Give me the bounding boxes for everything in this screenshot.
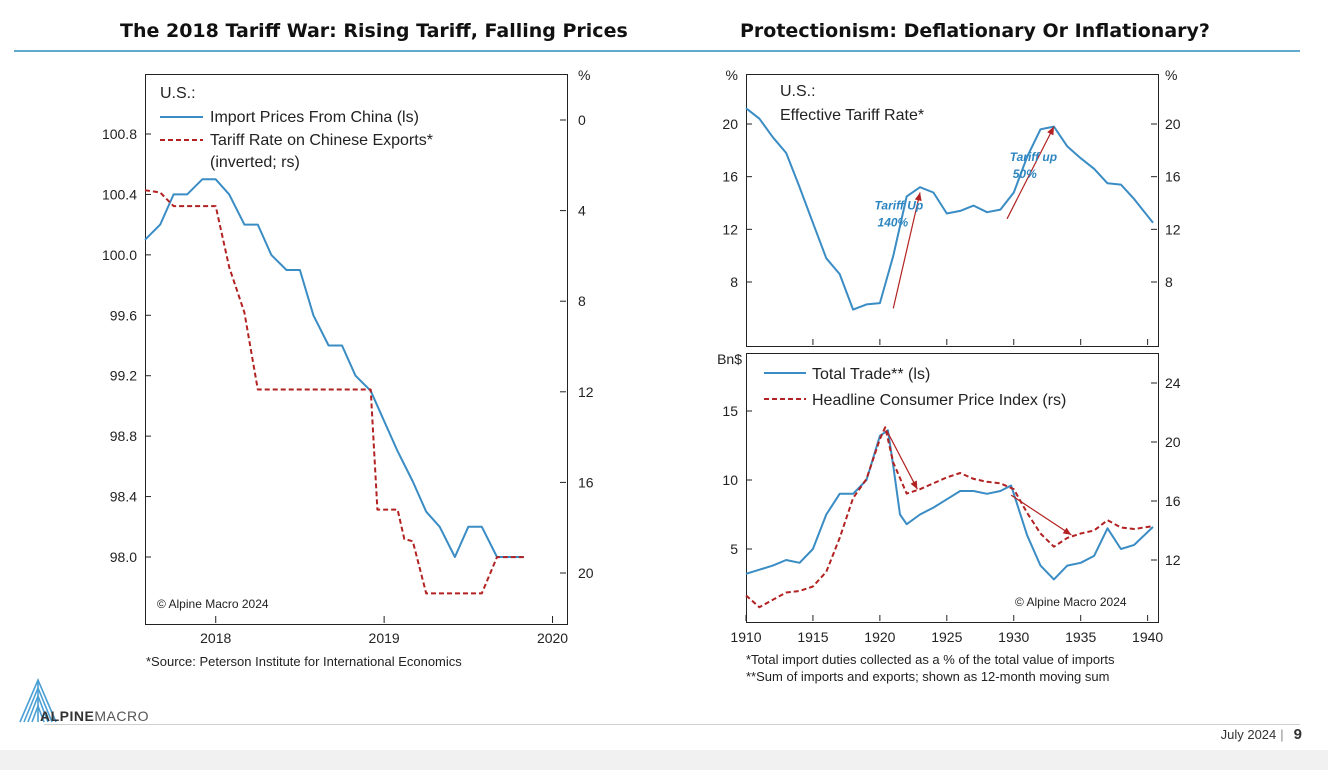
left-y-tick-label: 98.8 — [110, 428, 137, 444]
rt-y-tick-label: 8 — [730, 274, 738, 290]
left-source-note: *Source: Peterson Institute for Internat… — [146, 654, 462, 669]
left-y-tick-label: 98.4 — [110, 489, 137, 505]
rt-y2-unit: % — [1165, 67, 1177, 83]
right-note-trade: **Sum of imports and exports; shown as 1… — [746, 669, 1110, 684]
left-y-tick-label: 99.6 — [110, 307, 137, 323]
tariff-arrow-head — [1047, 126, 1054, 136]
right-top-chart: 8 8 12 12 16 16 20 20% % Tariff Up 140% Tariff up 50… — [722, 67, 1181, 345]
left-y2-tick-label: 20 — [578, 565, 594, 581]
rb-y-tick-label: 10 — [722, 472, 738, 488]
logo-brand-suffix: MACRO — [94, 708, 149, 724]
footer-rule — [44, 724, 1300, 725]
right-bottom-chart-panel — [746, 353, 1159, 623]
import-prices-line — [144, 178, 524, 558]
rt-y2-tick-label: 8 — [1165, 274, 1173, 290]
legend-tariff-rate-note: (inverted; rs) — [210, 154, 300, 171]
rb-y2-tick-label: 20 — [1165, 434, 1181, 450]
tariff-rate-line — [144, 189, 524, 595]
rb-y2-tick-label: 24 — [1165, 375, 1181, 391]
left-y2-tick-label: 4 — [578, 203, 586, 219]
rb-x-tick-label: 1915 — [797, 629, 828, 645]
trend-arrow-head — [1062, 527, 1072, 535]
rt-y-tick-label: 20 — [722, 116, 738, 132]
tariff-annotation-pct: 140% — [878, 216, 909, 230]
left-y-tick-label: 100.8 — [102, 126, 137, 142]
cpi-line — [745, 426, 1154, 609]
alpine-macro-logo-icon — [19, 677, 57, 723]
logo-brand: ALPINE — [40, 708, 95, 724]
tariff-arrow — [1006, 126, 1055, 220]
rb-x-tick-label: 1910 — [730, 629, 761, 645]
right-top-chart-panel — [746, 74, 1159, 347]
left-copyright: © Alpine Macro 2024 — [157, 597, 269, 611]
rt-y-tick-label: 12 — [722, 221, 738, 237]
tariff-arrow — [892, 192, 921, 309]
total-trade-line — [745, 429, 1154, 581]
left-y-tick-label: 99.2 — [110, 368, 137, 384]
alpine-macro-wordmark: ALPINEMACRO — [40, 708, 149, 724]
rb-y-tick-label: 15 — [722, 403, 738, 419]
rb-y-unit: Bn$ — [717, 351, 742, 367]
rb-x-tick-label: 1935 — [1065, 629, 1096, 645]
right-bottom-chart: 5 10 15 12 16 20 24 Bn$ 1910 1915 1920 1925 1930 1935… — [717, 351, 1181, 645]
rb-y2-tick-label: 16 — [1165, 493, 1181, 509]
left-y2-unit: % — [578, 67, 590, 83]
footer-date: July 2024 — [1220, 727, 1277, 742]
rt-y2-tick-label: 12 — [1165, 221, 1181, 237]
page-number: 9 — [1293, 726, 1302, 743]
legend-total-trade: Total Trade** (ls) — [812, 366, 930, 383]
rt-y2-tick-label: 16 — [1165, 169, 1181, 185]
footer-separator: | — [1280, 727, 1284, 742]
footer: July 2024 | 9 — [1221, 726, 1302, 743]
effective-tariff-line — [745, 107, 1154, 311]
left-y2-tick-label: 12 — [578, 384, 594, 400]
rb-x-tick-label: 1920 — [864, 629, 895, 645]
left-country-label: U.S.: — [160, 85, 196, 102]
rt-y-tick-label: 16 — [722, 169, 738, 185]
legend-import-prices: Import Prices From China (ls) — [210, 109, 419, 126]
right-note-tariff: *Total import duties collected as a % of… — [746, 652, 1115, 667]
left-y-tick-label: 100.0 — [102, 247, 137, 263]
rt-y-unit: % — [726, 67, 738, 83]
rb-x-tick-label: 1925 — [931, 629, 962, 645]
left-x-tick-label: 2018 — [200, 630, 231, 646]
rb-copyright: © Alpine Macro 2024 — [1015, 595, 1127, 609]
left-y-tick-label: 100.4 — [102, 186, 137, 202]
tariff-annotation-pct: 50% — [1013, 167, 1037, 181]
left-chart: 98.0 98.4 98.8 99.2 99.6 100.0 100.4 100.8 0 4 8 12… — [102, 67, 594, 646]
left-x-tick-label: 2020 — [537, 630, 568, 646]
rt-country-label: U.S.: — [780, 83, 816, 100]
trend-arrow — [886, 429, 918, 490]
left-y2-tick-label: 8 — [578, 293, 586, 309]
rb-y-tick-label: 5 — [730, 541, 738, 557]
legend-cpi: Headline Consumer Price Index (rs) — [812, 392, 1066, 409]
left-y2-tick-label: 0 — [578, 112, 586, 128]
left-x-tick-label: 2019 — [369, 630, 400, 646]
trend-arrow — [1010, 494, 1072, 536]
left-y-tick-label: 98.0 — [110, 549, 137, 565]
rb-x-tick-label: 1940 — [1132, 629, 1163, 645]
left-chart-title: The 2018 Tariff War: Rising Tariff, Fall… — [120, 20, 628, 42]
right-chart-title: Protectionism: Deflationary Or Inflation… — [740, 20, 1210, 42]
tariff-arrow-head — [914, 192, 922, 202]
left-y2-tick-label: 16 — [578, 474, 594, 490]
left-chart-panel — [145, 74, 568, 625]
rt-y2-tick-label: 20 — [1165, 116, 1181, 132]
rb-x-tick-label: 1930 — [998, 629, 1029, 645]
rt-series-label: Effective Tariff Rate* — [780, 107, 924, 124]
rb-y2-tick-label: 12 — [1165, 552, 1181, 568]
tariff-annotation: Tariff Up — [875, 199, 924, 213]
header-rule — [14, 50, 1300, 52]
tariff-annotation: Tariff up — [1010, 150, 1057, 164]
trend-arrow-head — [910, 480, 918, 490]
bottom-band — [0, 750, 1328, 770]
legend-tariff-rate: Tariff Rate on Chinese Exports* — [210, 132, 433, 149]
